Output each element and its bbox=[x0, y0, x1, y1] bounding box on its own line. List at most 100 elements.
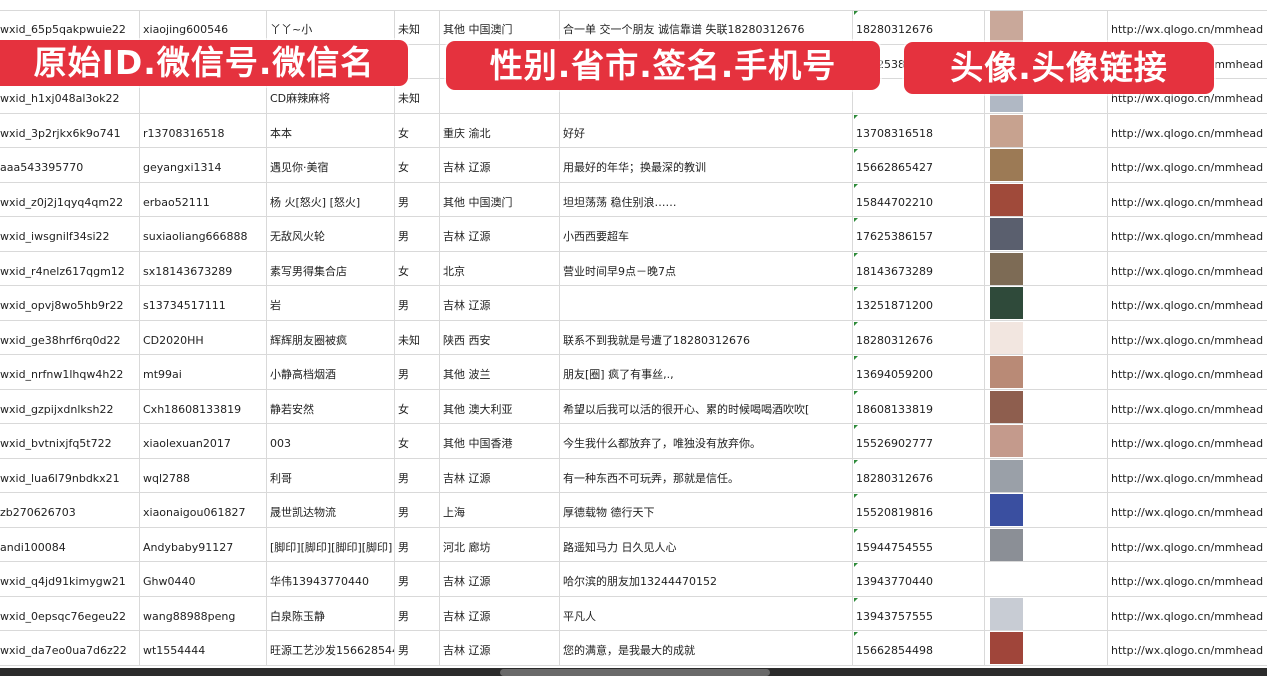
gender-cell[interactable]: 男 bbox=[395, 182, 440, 216]
original-id-cell[interactable]: wxid_0epsqc76egeu22 bbox=[0, 596, 140, 630]
wechat-name-cell[interactable]: [脚印][脚印][脚印][脚印] bbox=[267, 527, 395, 561]
wechat-name-cell[interactable]: 利哥 bbox=[267, 458, 395, 492]
wechat-id-cell[interactable]: sx18143673289 bbox=[140, 251, 267, 285]
avatar-link-cell[interactable]: http://wx.qlogo.cn/mmhead bbox=[1111, 333, 1264, 347]
gender-cell[interactable]: 男 bbox=[395, 631, 440, 665]
region-cell[interactable]: 河北 廊坊 bbox=[440, 527, 560, 561]
avatar-cell[interactable] bbox=[985, 113, 1108, 147]
avatar-cell[interactable] bbox=[985, 148, 1108, 182]
original-id-cell[interactable]: wxid_nrfnw1lhqw4h22 bbox=[0, 355, 140, 389]
region-cell[interactable]: 上海 bbox=[440, 493, 560, 527]
avatar-link-cell[interactable]: http://wx.qlogo.cn/mmhead bbox=[1111, 230, 1264, 243]
gender-cell[interactable]: 男 bbox=[395, 355, 440, 389]
avatar-link-cell[interactable]: http://wx.qlogo.cn/mmhead bbox=[1111, 195, 1264, 209]
phone-cell[interactable]: 18143673289 bbox=[853, 251, 985, 285]
phone-cell[interactable]: 18280312676 bbox=[853, 10, 985, 44]
wechat-id-cell[interactable]: Andybaby91127 bbox=[140, 527, 267, 561]
wechat-name-cell[interactable]: 本本 bbox=[267, 113, 395, 147]
phone-cell[interactable]: 15662865427 bbox=[853, 148, 985, 182]
original-id-cell[interactable]: wxid_opvj8wo5hb9r22 bbox=[0, 286, 140, 320]
region-cell[interactable]: 其他 中国澳门 bbox=[440, 182, 560, 216]
wechat-id-cell[interactable]: Ghw0440 bbox=[140, 562, 267, 596]
signature-cell[interactable]: 营业时间早9点－晚7点 bbox=[560, 251, 853, 285]
region-cell[interactable]: 北京 bbox=[440, 251, 560, 285]
gender-cell[interactable]: 男 bbox=[395, 458, 440, 492]
avatar-link-cell[interactable]: http://wx.qlogo.cn/mmhead bbox=[1111, 471, 1264, 485]
gender-cell[interactable]: 男 bbox=[395, 562, 440, 596]
phone-cell[interactable]: 18280312676 bbox=[853, 458, 985, 492]
region-cell[interactable] bbox=[440, 79, 560, 113]
signature-cell[interactable]: 坦坦荡荡 稳住别浪…… bbox=[560, 182, 853, 216]
signature-cell[interactable]: 用最好的年华；换最深的教训 bbox=[560, 148, 853, 182]
signature-cell[interactable]: 希望以后我可以活的很开心、累的时候喝喝酒吹吹[ bbox=[560, 389, 853, 423]
gender-cell[interactable]: 未知 bbox=[395, 10, 440, 44]
phone-cell[interactable]: 13943757555 bbox=[853, 596, 985, 630]
gender-cell[interactable]: 男 bbox=[395, 493, 440, 527]
signature-cell[interactable]: 联系不到我就是号遭了18280312676 bbox=[560, 320, 853, 354]
wechat-name-cell[interactable]: 岩 bbox=[267, 286, 395, 320]
avatar-link-cell[interactable]: http://wx.qlogo.cn/mmhead bbox=[1111, 506, 1264, 519]
region-cell[interactable]: 陕西 西安 bbox=[440, 320, 560, 354]
region-cell[interactable]: 吉林 辽源 bbox=[440, 631, 560, 665]
signature-cell[interactable]: 厚德载物 德行天下 bbox=[560, 493, 853, 527]
horizontal-scrollbar-thumb[interactable] bbox=[500, 669, 770, 676]
avatar-link-cell[interactable]: http://wx.qlogo.cn/mmhead bbox=[1111, 609, 1264, 623]
gender-cell[interactable]: 女 bbox=[395, 148, 440, 182]
gender-cell[interactable]: 未知 bbox=[395, 320, 440, 354]
signature-cell[interactable]: 路遥知马力 日久见人心 bbox=[560, 527, 853, 561]
wechat-id-cell[interactable]: erbao52111 bbox=[140, 182, 267, 216]
wechat-id-cell[interactable]: xiaonaigou061827 bbox=[140, 493, 267, 527]
avatar-cell[interactable] bbox=[985, 182, 1108, 216]
signature-cell[interactable]: 哈尔滨的朋友加13244470152 bbox=[560, 562, 853, 596]
avatar-cell[interactable] bbox=[985, 562, 1108, 596]
original-id-cell[interactable]: wxid_3p2rjkx6k9o741 bbox=[0, 113, 140, 147]
avatar-link-cell[interactable]: http://wx.qlogo.cn/mmhead bbox=[1111, 299, 1264, 312]
wechat-name-cell[interactable]: 小静高档烟酒 bbox=[267, 355, 395, 389]
signature-cell[interactable]: 您的满意，是我最大的成就 bbox=[560, 631, 853, 665]
gender-cell[interactable]: 女 bbox=[395, 113, 440, 147]
avatar-link-cell[interactable]: http://wx.qlogo.cn/mmhead bbox=[1111, 92, 1264, 105]
avatar-link-cell[interactable]: http://wx.qlogo.cn/mmhead bbox=[1111, 437, 1264, 450]
avatar-cell[interactable] bbox=[985, 493, 1108, 527]
avatar-link-cell[interactable]: http://wx.qlogo.cn/mmhead bbox=[1111, 644, 1264, 657]
wechat-id-cell[interactable] bbox=[140, 79, 267, 113]
original-id-cell[interactable]: wxid_lua6l79nbdkx21 bbox=[0, 458, 140, 492]
avatar-link-cell[interactable]: http://wx.qlogo.cn/mmhead bbox=[1111, 23, 1264, 36]
avatar-cell[interactable] bbox=[985, 527, 1108, 561]
wechat-name-cell[interactable]: 晟世凯达物流 bbox=[267, 493, 395, 527]
avatar-cell[interactable] bbox=[985, 424, 1108, 458]
wechat-id-cell[interactable]: wang88988peng bbox=[140, 596, 267, 630]
phone-cell[interactable]: 18608133819 bbox=[853, 389, 985, 423]
wechat-id-cell[interactable]: xiaojing600546 bbox=[140, 10, 267, 44]
region-cell[interactable]: 吉林 辽源 bbox=[440, 596, 560, 630]
region-cell[interactable]: 吉林 辽源 bbox=[440, 458, 560, 492]
wechat-id-cell[interactable]: s13734517111 bbox=[140, 286, 267, 320]
gender-cell[interactable]: 未知 bbox=[395, 79, 440, 113]
wechat-name-cell[interactable]: 003 bbox=[267, 424, 395, 458]
avatar-cell[interactable] bbox=[985, 320, 1108, 354]
wechat-id-cell[interactable]: wql2788 bbox=[140, 458, 267, 492]
region-cell[interactable]: 其他 波兰 bbox=[440, 355, 560, 389]
wechat-name-cell[interactable]: 无敌风火轮 bbox=[267, 217, 395, 251]
wechat-name-cell[interactable]: 素写男得集合店 bbox=[267, 251, 395, 285]
wechat-id-cell[interactable]: Cxh18608133819 bbox=[140, 389, 267, 423]
phone-cell[interactable]: 13708316518 bbox=[853, 113, 985, 147]
wechat-id-cell[interactable]: geyangxi1314 bbox=[140, 148, 267, 182]
region-cell[interactable]: 吉林 辽源 bbox=[440, 148, 560, 182]
signature-cell[interactable]: 合一单 交一个朋友 诚信靠谱 失联18280312676 bbox=[560, 10, 853, 44]
region-cell[interactable]: 吉林 辽源 bbox=[440, 217, 560, 251]
wechat-name-cell[interactable]: 丫丫~小 bbox=[267, 10, 395, 44]
avatar-cell[interactable] bbox=[985, 286, 1108, 320]
original-id-cell[interactable]: wxid_gzpijxdnlksh22 bbox=[0, 389, 140, 423]
wechat-id-cell[interactable]: r13708316518 bbox=[140, 113, 267, 147]
avatar-cell[interactable] bbox=[985, 596, 1108, 630]
original-id-cell[interactable]: wxid_65p5qakpwuie22 bbox=[0, 10, 140, 44]
avatar-cell[interactable] bbox=[985, 631, 1108, 665]
signature-cell[interactable] bbox=[560, 79, 853, 113]
avatar-link-cell[interactable]: http://wx.qlogo.cn/mmhead bbox=[1111, 540, 1264, 554]
signature-cell[interactable]: 好好 bbox=[560, 113, 853, 147]
wechat-name-cell[interactable]: 旺源工艺沙发15662854498 bbox=[267, 631, 395, 665]
wechat-name-cell[interactable]: 华伟13943770440 bbox=[267, 562, 395, 596]
wechat-name-cell[interactable]: 遇见你·美宿 bbox=[267, 148, 395, 182]
avatar-cell[interactable] bbox=[985, 217, 1108, 251]
